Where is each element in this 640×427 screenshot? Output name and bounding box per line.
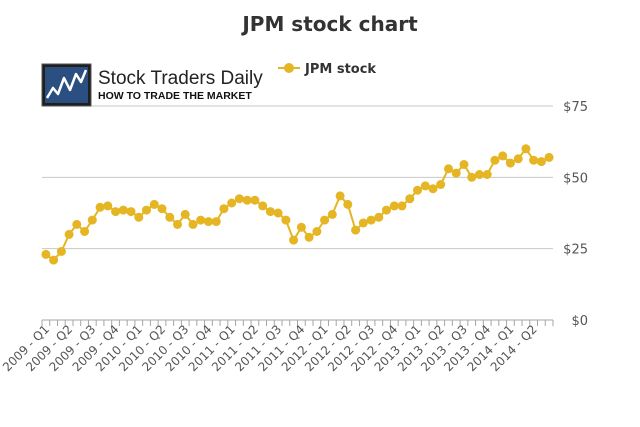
data-point-30[interactable] [273, 208, 283, 218]
legend-label: JPM stock [304, 62, 376, 77]
data-point-4[interactable] [72, 219, 82, 229]
data-point-2[interactable] [56, 247, 66, 256]
data-point-36[interactable] [320, 215, 330, 225]
data-point-21[interactable] [204, 217, 213, 227]
logo-subtitle: HOW TO TRADE THE MARKET [98, 90, 252, 102]
data-point-5[interactable] [80, 227, 90, 236]
data-point-43[interactable] [374, 212, 384, 222]
data-point-20[interactable] [196, 215, 206, 225]
data-point-48[interactable] [413, 185, 422, 195]
data-point-40[interactable] [351, 225, 361, 235]
legend[interactable]: JPM stock [278, 62, 376, 77]
data-point-8[interactable] [103, 201, 113, 211]
data-point-35[interactable] [312, 227, 322, 236]
data-point-65[interactable] [544, 152, 554, 162]
logo: Stock Traders Daily HOW TO TRADE THE MAR… [41, 63, 263, 107]
data-point-60[interactable] [505, 158, 515, 168]
data-point-0[interactable] [41, 249, 51, 259]
series-line [45, 147, 550, 262]
data-point-26[interactable] [242, 195, 252, 205]
data-point-18[interactable] [180, 209, 190, 219]
data-point-63[interactable] [529, 155, 539, 165]
data-point-44[interactable] [382, 205, 391, 215]
data-point-39[interactable] [343, 199, 353, 209]
chart-title: JPM stock chart [240, 12, 418, 36]
data-point-42[interactable] [366, 215, 376, 225]
data-point-58[interactable] [490, 155, 500, 165]
data-point-15[interactable] [157, 204, 167, 214]
data-point-45[interactable] [389, 201, 399, 211]
data-point-12[interactable] [134, 212, 144, 222]
y-tick-label: $25 [563, 243, 588, 258]
grid-layer [41, 105, 554, 326]
data-point-31[interactable] [281, 215, 291, 225]
data-point-7[interactable] [95, 202, 105, 212]
data-point-46[interactable] [397, 201, 407, 211]
data-point-6[interactable] [87, 215, 97, 225]
y-axis-labels: $0 $25 $50 $75 [563, 100, 588, 329]
series-jpm-stock [41, 144, 554, 265]
data-point-3[interactable] [64, 229, 74, 239]
data-point-32[interactable] [289, 235, 299, 245]
data-point-54[interactable] [459, 160, 469, 169]
data-point-55[interactable] [467, 172, 477, 182]
data-point-52[interactable] [444, 164, 453, 174]
data-point-33[interactable] [296, 222, 306, 232]
logo-chart-icon-line [45, 69, 88, 99]
data-point-10[interactable] [118, 205, 128, 215]
data-point-56[interactable] [474, 170, 484, 179]
data-point-14[interactable] [149, 199, 159, 209]
logo-title: Stock Traders Daily [98, 68, 263, 89]
y-tick-label: $50 [563, 171, 588, 186]
data-point-50[interactable] [428, 184, 438, 194]
data-point-47[interactable] [405, 194, 415, 204]
data-point-9[interactable] [111, 207, 121, 217]
data-point-17[interactable] [173, 219, 182, 229]
data-point-13[interactable] [142, 205, 151, 215]
data-point-16[interactable] [165, 212, 175, 222]
data-point-34[interactable] [304, 232, 314, 242]
data-point-23[interactable] [219, 204, 229, 214]
data-point-22[interactable] [211, 217, 221, 227]
data-point-29[interactable] [265, 207, 275, 217]
legend-marker [284, 63, 294, 73]
data-point-28[interactable] [258, 201, 268, 211]
data-point-59[interactable] [498, 151, 508, 161]
data-point-11[interactable] [126, 207, 136, 217]
data-point-38[interactable] [335, 191, 345, 201]
data-point-19[interactable] [188, 219, 198, 229]
data-point-25[interactable] [234, 194, 244, 204]
data-point-64[interactable] [536, 157, 546, 167]
data-point-51[interactable] [436, 180, 446, 189]
data-point-61[interactable] [513, 154, 523, 164]
data-point-24[interactable] [227, 198, 237, 208]
data-point-62[interactable] [521, 144, 531, 154]
y-tick-label: $75 [563, 100, 588, 115]
y-tick-label: $0 [571, 314, 588, 329]
data-point-53[interactable] [451, 168, 461, 178]
data-point-49[interactable] [420, 181, 430, 191]
data-point-57[interactable] [482, 170, 492, 179]
data-point-27[interactable] [250, 195, 260, 205]
data-point-1[interactable] [49, 255, 59, 265]
data-point-37[interactable] [327, 209, 337, 219]
data-point-41[interactable] [358, 218, 368, 228]
